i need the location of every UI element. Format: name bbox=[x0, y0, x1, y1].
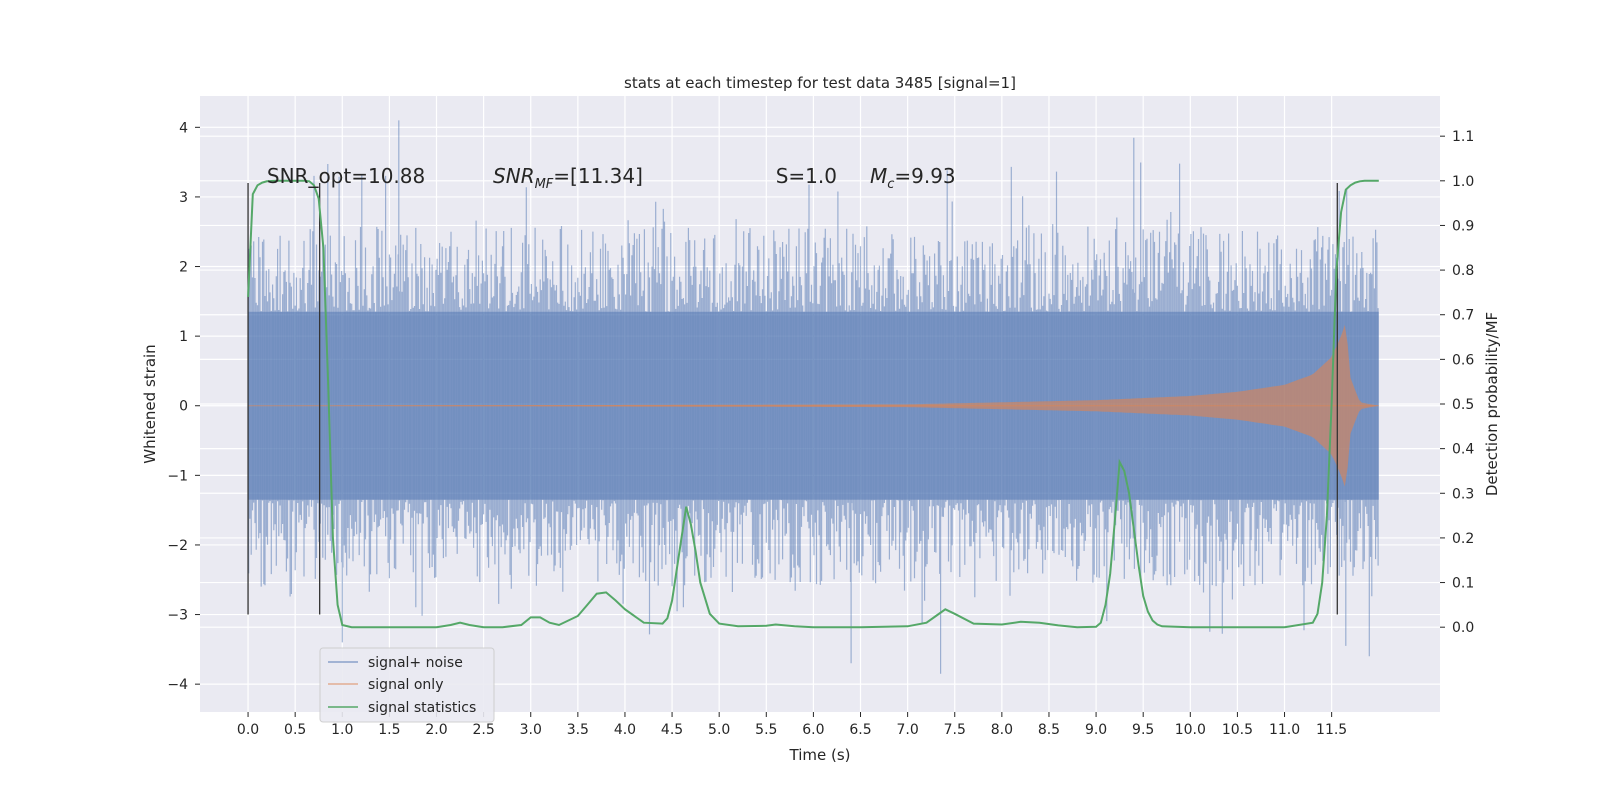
y-tick-label: 4 bbox=[179, 120, 188, 136]
y2-tick-label: 1.1 bbox=[1452, 129, 1474, 145]
x-tick-label: 8.0 bbox=[991, 722, 1013, 738]
annotation-3: Mc=9.93 bbox=[870, 164, 956, 192]
legend-label-signal-noise: signal+ noise bbox=[368, 655, 463, 671]
x-tick-label: 5.5 bbox=[755, 722, 777, 738]
legend: signal+ noise signal only signal statist… bbox=[319, 647, 495, 723]
x-tick-label: 11.5 bbox=[1316, 722, 1347, 738]
annotation-1: SNRMF=[11.34] bbox=[493, 164, 643, 192]
y2-tick-label: 0.6 bbox=[1452, 352, 1474, 368]
y-tick-label: 1 bbox=[179, 329, 188, 345]
y2-tick-label: 0.0 bbox=[1452, 620, 1474, 636]
x-axis-label: Time (s) bbox=[789, 746, 851, 764]
x-tick-label: 7.0 bbox=[896, 722, 918, 738]
y2-tick-label: 0.9 bbox=[1452, 218, 1474, 234]
series-signal-statistics bbox=[247, 179, 1379, 629]
x-tick-label: 4.0 bbox=[614, 722, 636, 738]
x-tick-label: 7.5 bbox=[944, 722, 966, 738]
x-tick-label: 0.0 bbox=[237, 722, 259, 738]
y2-tick-label: 0.2 bbox=[1452, 531, 1474, 547]
x-tick-label: 11.0 bbox=[1269, 722, 1300, 738]
x-ticks: 0.0 0.5 1.0 1.5 2.0 2.5 3.0 3.5 4.0 4.5 5.0 5.5 6.0 6… bbox=[237, 712, 1347, 738]
x-tick-label: 6.5 bbox=[849, 722, 871, 738]
legend-box bbox=[319, 647, 495, 723]
series-signal-only bbox=[248, 325, 1379, 487]
x-tick-label: 0.5 bbox=[284, 722, 306, 738]
x-tick-label: 5.0 bbox=[708, 722, 730, 738]
y-axis-label: Whitened strain bbox=[141, 344, 159, 463]
annotation-2: S=1.0 bbox=[776, 164, 837, 188]
legend-label-signal-statistics: signal statistics bbox=[368, 700, 476, 716]
x-tick-label: 8.5 bbox=[1038, 722, 1060, 738]
y2-tick-label: 0.5 bbox=[1452, 397, 1474, 413]
x-tick-label: 1.5 bbox=[378, 722, 400, 738]
y2-tick-label: 0.1 bbox=[1452, 576, 1474, 592]
x-tick-label: 10.5 bbox=[1222, 722, 1253, 738]
annotation-0: SNR_opt=10.88 bbox=[267, 164, 425, 188]
x-tick-label: 3.5 bbox=[567, 722, 589, 738]
x-tick-label: 6.0 bbox=[802, 722, 824, 738]
statistics-line bbox=[247, 179, 1379, 629]
y-tick-label: 0 bbox=[179, 399, 188, 415]
x-tick-label: 3.0 bbox=[520, 722, 542, 738]
x-tick-label: 9.5 bbox=[1132, 722, 1154, 738]
y-tick-label: −4 bbox=[167, 677, 188, 693]
y-tick-label: −1 bbox=[167, 468, 188, 484]
y-tick-label: 2 bbox=[179, 260, 188, 276]
y2-tick-label: 0.7 bbox=[1452, 308, 1474, 324]
x-tick-label: 4.5 bbox=[661, 722, 683, 738]
x-tick-label: 10.0 bbox=[1175, 722, 1206, 738]
legend-label-signal-only: signal only bbox=[368, 677, 443, 693]
y2-ticks: 1.1 1.0 0.9 0.8 0.7 0.6 0.5 0.4 0.3 0.2 0.1 0.0 bbox=[1440, 129, 1474, 636]
y-tick-label: 3 bbox=[179, 190, 188, 206]
annotations: SNR_opt=10.88 SNRMF=[11.34] S=1.0 Mc=9.93 bbox=[267, 164, 956, 192]
y2-tick-label: 0.4 bbox=[1452, 442, 1474, 458]
x-tick-label: 2.0 bbox=[425, 722, 447, 738]
chart-title: stats at each timestep for test data 348… bbox=[624, 74, 1016, 92]
y2-tick-label: 0.3 bbox=[1452, 486, 1474, 502]
x-tick-label: 2.5 bbox=[472, 722, 494, 738]
y2-tick-label: 1.0 bbox=[1452, 174, 1474, 190]
y2-axis-label: Detection probability/MF bbox=[1483, 312, 1501, 496]
y-ticks: 4 3 2 1 0 −1 −2 −3 −4 bbox=[167, 120, 200, 693]
x-tick-label: 9.0 bbox=[1085, 722, 1107, 738]
x-tick-label: 1.0 bbox=[331, 722, 353, 738]
y2-tick-label: 0.8 bbox=[1452, 263, 1474, 279]
y-tick-label: −3 bbox=[167, 608, 188, 624]
y-tick-label: −2 bbox=[167, 538, 188, 554]
